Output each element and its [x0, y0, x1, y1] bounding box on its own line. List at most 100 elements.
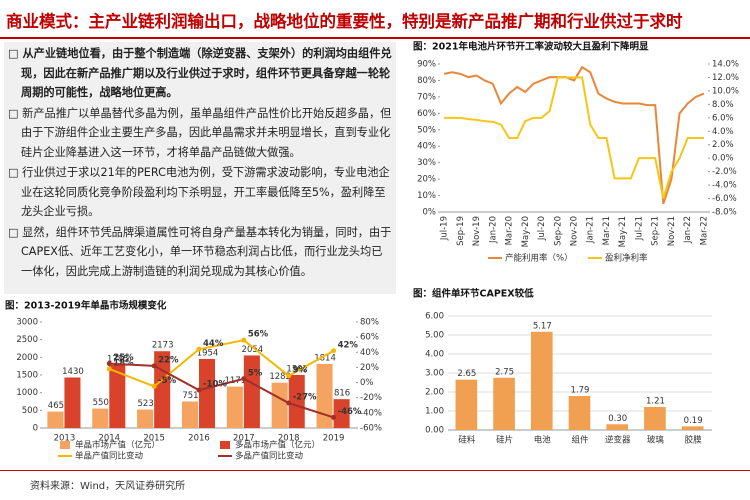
- source-note: 资料来源：Wind，天风证券研究所: [30, 481, 186, 492]
- value-label: 523: [138, 399, 154, 409]
- line-point: [331, 414, 337, 420]
- x-tick-label: May-20: [521, 216, 531, 247]
- x-tick-label: 2014: [98, 434, 120, 444]
- value-label: 2173: [152, 341, 174, 351]
- y2-tick-label: 0.0%: [712, 154, 734, 164]
- y2-tick-label: -6.0%: [712, 194, 737, 204]
- value-label: 2.75: [495, 367, 514, 377]
- series-line: [108, 339, 335, 388]
- x-tick-label: Sep-20: [553, 216, 563, 246]
- x-tick-label: Mar-20: [505, 216, 515, 245]
- y2-tick-label: 0%: [360, 378, 374, 388]
- y-tick-label: 2000: [16, 353, 38, 363]
- x-tick-label: 组件: [571, 435, 589, 446]
- value-label: 22%: [158, 355, 179, 365]
- y-tick-label: 2.00: [425, 388, 444, 398]
- bar: [493, 377, 515, 430]
- value-label: 2054: [242, 345, 264, 355]
- series-line: [444, 76, 704, 199]
- legend-swatch: [220, 441, 230, 449]
- value-label: 816: [334, 389, 350, 399]
- value-label: 1814: [314, 353, 336, 363]
- legend-swatch: [60, 441, 70, 449]
- bullet: 新产品推广以单晶替代多晶为例，虽单晶组件产品性价比开始反超多晶，但由于下游组件企…: [8, 104, 392, 163]
- y-tick-label: 20%: [417, 175, 436, 185]
- y-tick-label: 500: [22, 406, 38, 416]
- y-tick-label: 3.00: [425, 369, 444, 379]
- bar: [64, 377, 81, 428]
- y-tick-label: 0: [33, 424, 38, 434]
- x-tick-label: 胶膜: [685, 435, 703, 446]
- x-tick-label: 电池: [534, 435, 552, 446]
- value-label: -27%: [293, 393, 317, 403]
- y-tick-label: 60%: [417, 109, 436, 119]
- y-tick-label: 40%: [417, 142, 436, 152]
- y2-tick-label: 4.0%: [712, 127, 734, 137]
- y-tick-label: 1.00: [425, 407, 444, 417]
- value-label: 0.30: [608, 414, 627, 424]
- bar: [243, 355, 260, 428]
- value-label: 9%: [293, 365, 308, 375]
- series-line: [443, 65, 705, 205]
- line-point: [286, 400, 292, 406]
- slide-title: 商业模式：主产业链利润输出口，战略地位的重要性，特别是新产品推广期和行业供过于求…: [6, 12, 683, 31]
- bar: [288, 374, 305, 428]
- y-tick-label: 10%: [417, 191, 436, 201]
- y-tick-label: 6.00: [425, 312, 444, 322]
- value-label: 1502: [286, 364, 308, 374]
- line-point: [286, 373, 292, 379]
- x-tick-label: 2013: [54, 434, 76, 444]
- bar: [47, 411, 64, 428]
- chart-title: 图：组件单环节CAPEX较低: [413, 288, 534, 300]
- y2-tick-label: 6.0%: [712, 113, 734, 123]
- value-label: 5%: [248, 368, 263, 378]
- x-tick-label: 硅片: [496, 435, 513, 446]
- value-label: 25%: [113, 353, 134, 363]
- y2-tick-label: 2.0%: [712, 140, 734, 150]
- y2-tick-label: 40%: [360, 348, 379, 358]
- line-point: [331, 348, 337, 354]
- x-tick-label: 2017: [233, 434, 255, 444]
- x-tick-label: 逆变器: [605, 435, 631, 446]
- bar: [181, 401, 198, 428]
- x-tick-label: Jan-21: [586, 216, 596, 244]
- y2-tick-label: 14.0%: [712, 60, 739, 70]
- x-tick-label: Sep-19: [456, 216, 466, 246]
- y-tick-label: 3000: [16, 318, 38, 328]
- x-tick-label: 2015: [143, 434, 165, 444]
- legend-label: 盈利净利率: [605, 253, 648, 264]
- value-label: 44%: [203, 339, 224, 349]
- y2-tick-label: 20%: [360, 363, 379, 373]
- legend-label: 单晶市场产值（亿元）: [75, 440, 160, 451]
- x-tick-label: Jan-22: [683, 216, 693, 244]
- value-label: 2.65: [457, 369, 476, 379]
- y2-tick-label: -2.0%: [712, 167, 737, 177]
- value-label: 5.17: [533, 321, 552, 331]
- y2-tick-label: -20%: [360, 393, 382, 403]
- line-point: [241, 376, 247, 382]
- y-tick-label: 5.00: [425, 331, 444, 341]
- bar: [530, 331, 553, 430]
- y-tick-label: 2500: [16, 335, 38, 345]
- bullet-panel: 从产业链地位看，由于整个制造端（除逆变器、支架外）的利润均由组件兑现，因此在新产…: [4, 42, 396, 294]
- y-tick-label: 90%: [417, 60, 436, 70]
- x-tick-label: 2018: [278, 434, 300, 444]
- y2-tick-label: -40%: [360, 408, 382, 418]
- y-tick-label: 30%: [417, 158, 436, 168]
- bar: [606, 424, 629, 430]
- legend-label: 产能利用率（%）: [505, 253, 573, 264]
- legend-label: 多晶产值同比变动: [235, 451, 304, 462]
- x-tick-label: Nov-20: [570, 216, 580, 246]
- line-point: [196, 346, 202, 352]
- value-label: 465: [48, 401, 64, 411]
- x-tick-label: Nov-21: [667, 216, 677, 246]
- y2-tick-label: 80%: [360, 318, 379, 328]
- line-point: [241, 337, 247, 343]
- bar: [199, 358, 216, 428]
- x-tick-label: 2016: [188, 434, 210, 444]
- y-tick-label: 50%: [417, 125, 436, 135]
- bar: [316, 363, 333, 428]
- x-tick-label: Jul-20: [537, 216, 547, 241]
- footer-rule: [0, 470, 750, 471]
